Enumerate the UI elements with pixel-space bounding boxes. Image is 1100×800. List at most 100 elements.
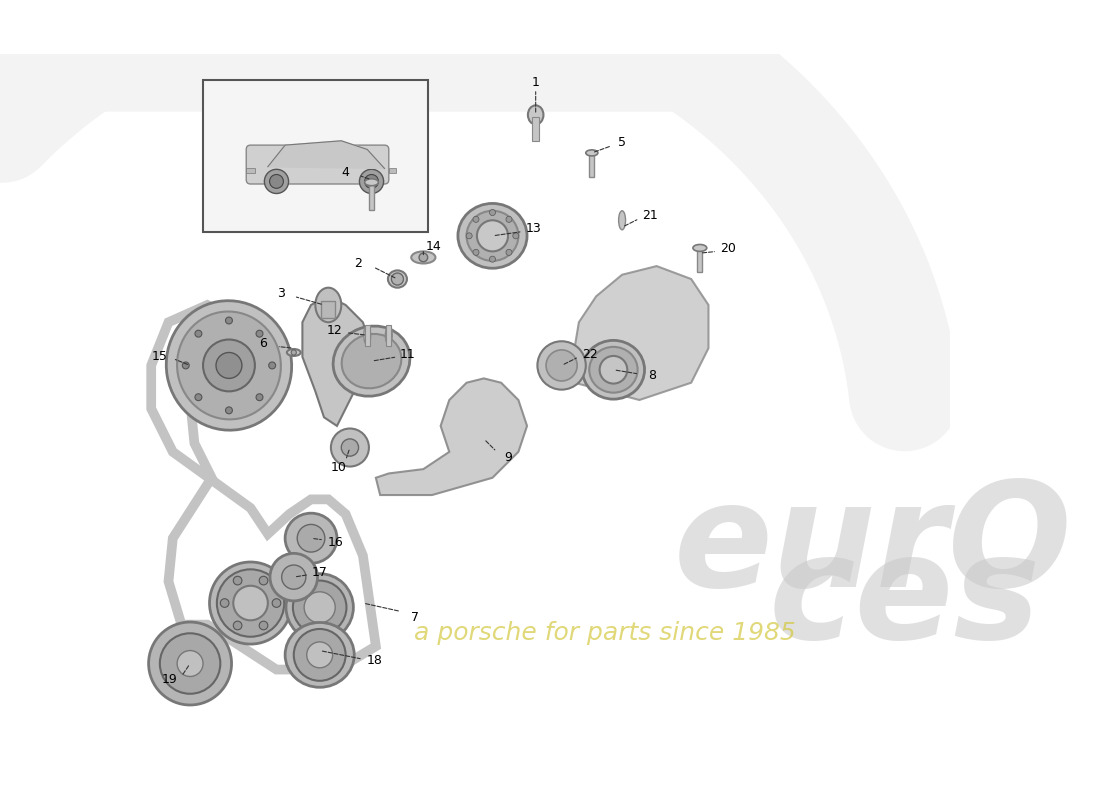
Text: 11: 11 [400,348,416,361]
Circle shape [195,394,202,401]
Text: 10: 10 [331,461,346,474]
Bar [246,167,255,173]
Text: 16: 16 [328,536,343,549]
Ellipse shape [693,245,707,251]
Ellipse shape [293,581,346,634]
Text: 22: 22 [582,348,598,361]
Circle shape [256,394,263,401]
Circle shape [264,170,288,194]
Text: ces: ces [769,528,1042,670]
Text: 14: 14 [426,240,441,253]
Circle shape [307,642,332,668]
Circle shape [392,273,404,285]
Circle shape [233,576,242,585]
Ellipse shape [528,106,543,124]
Circle shape [304,592,336,623]
FancyBboxPatch shape [246,145,388,184]
Ellipse shape [364,326,371,345]
Circle shape [331,429,368,466]
Ellipse shape [333,326,410,396]
Ellipse shape [458,203,527,268]
Text: 1: 1 [531,75,540,89]
Ellipse shape [385,326,393,345]
Circle shape [282,565,306,590]
Circle shape [160,634,220,694]
Ellipse shape [388,270,407,288]
Text: 12: 12 [327,323,342,337]
Text: 2: 2 [354,257,363,270]
Circle shape [260,576,267,585]
Text: 13: 13 [526,222,542,235]
Circle shape [419,253,428,262]
Circle shape [473,216,478,222]
Ellipse shape [166,301,292,430]
Ellipse shape [618,210,626,230]
Text: 7: 7 [410,611,419,624]
Text: a porsche for parts since 1985: a porsche for parts since 1985 [414,622,795,646]
Circle shape [477,220,508,251]
Ellipse shape [411,251,436,263]
Text: 17: 17 [311,566,328,579]
Ellipse shape [590,347,638,393]
Circle shape [364,174,378,188]
Circle shape [216,353,242,378]
Ellipse shape [294,629,345,681]
Circle shape [233,586,267,620]
Circle shape [148,622,232,705]
Circle shape [600,356,627,383]
Ellipse shape [209,562,292,644]
Ellipse shape [270,554,318,601]
Circle shape [513,233,519,239]
Text: 20: 20 [720,242,736,255]
Circle shape [233,621,242,630]
Bar [321,301,336,318]
Text: 19: 19 [162,673,177,686]
Circle shape [183,362,189,369]
Circle shape [292,350,296,355]
Circle shape [260,621,267,630]
Circle shape [177,650,204,677]
Circle shape [538,342,586,390]
Polygon shape [267,141,385,169]
Ellipse shape [285,622,354,687]
Circle shape [204,339,255,391]
Text: 15: 15 [152,350,168,363]
Circle shape [226,317,232,324]
Circle shape [256,330,263,337]
Text: 5: 5 [618,136,626,149]
Circle shape [270,174,284,188]
Ellipse shape [466,210,518,261]
Text: 4: 4 [342,166,350,179]
Circle shape [546,350,578,381]
Text: 9: 9 [504,451,512,464]
Bar [590,151,594,177]
Ellipse shape [316,288,341,322]
Text: 3: 3 [277,287,285,300]
Ellipse shape [217,570,284,637]
Bar [364,325,370,346]
Circle shape [272,598,280,607]
Text: 8: 8 [648,370,657,382]
Bar [532,117,539,141]
Ellipse shape [586,150,598,156]
Circle shape [220,598,229,607]
Ellipse shape [287,349,300,356]
Ellipse shape [582,340,645,399]
Bar [368,180,374,210]
Circle shape [195,330,202,337]
Circle shape [297,525,324,552]
Ellipse shape [285,513,337,563]
Polygon shape [574,266,708,400]
Circle shape [360,170,384,194]
Text: 18: 18 [366,654,382,667]
Circle shape [466,233,472,239]
Bar [697,246,703,272]
Polygon shape [376,378,527,495]
Polygon shape [302,296,372,426]
Bar [388,167,396,173]
Bar [204,80,428,231]
Circle shape [473,250,478,255]
Circle shape [490,256,495,262]
Ellipse shape [364,179,378,186]
Circle shape [226,407,232,414]
